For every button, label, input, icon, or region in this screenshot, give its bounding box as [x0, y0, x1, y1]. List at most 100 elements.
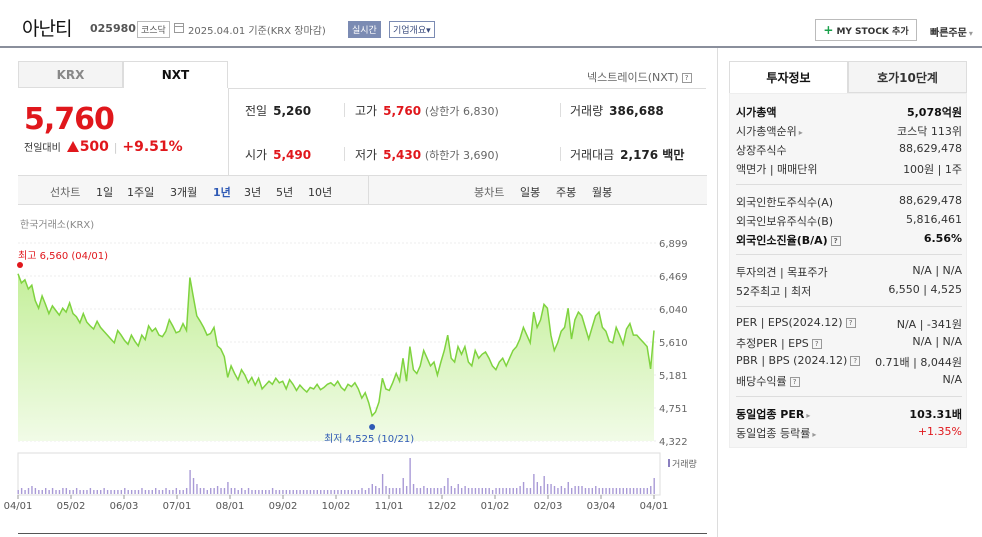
volume-bar: [182, 490, 184, 494]
volume-bar: [45, 488, 47, 494]
volume-bar: [216, 486, 219, 494]
volume-bar: [134, 490, 136, 494]
tab-nxt[interactable]: NXT: [123, 61, 228, 88]
invest-row: 배당수익률? N/A: [736, 373, 962, 389]
volume-bar: [595, 486, 597, 494]
volume-bar: [502, 488, 504, 494]
volume-bar: [234, 488, 236, 494]
volume-bar: [474, 488, 477, 494]
volume-bar: [196, 484, 198, 494]
tab-invest-info[interactable]: 투자정보: [729, 61, 848, 93]
volume-bar: [72, 490, 74, 494]
volume-bar: [354, 490, 356, 494]
volume-bar: [289, 490, 291, 494]
volume-bar: [519, 486, 521, 494]
period-1w[interactable]: 1주일: [127, 186, 155, 199]
volume-bar: [223, 488, 226, 494]
y-tick-label: 5,610: [659, 338, 688, 349]
volume-bar: [268, 490, 270, 494]
period-5y[interactable]: 5년: [276, 186, 294, 199]
volume-bar: [460, 488, 463, 494]
volume-bar: [333, 490, 336, 494]
candle-daily[interactable]: 일봉: [520, 186, 541, 199]
x-tick-label: 06/03: [110, 501, 139, 512]
help-icon[interactable]: ?: [850, 356, 861, 366]
chart-period-bar: 선차트 1일 1주일 3개월 1년 3년 5년 10년 봉차트 일봉 주봉 월봉: [18, 175, 707, 205]
volume-bar: [58, 490, 61, 494]
volume-bar: [433, 488, 435, 494]
volume-bar: [471, 488, 473, 494]
tab-krx[interactable]: KRX: [18, 61, 123, 88]
y-tick-label: 4,322: [659, 437, 688, 448]
invest-row: 액면가 | 매매단위 100원 | 1주: [736, 161, 962, 177]
volume-bar: [350, 490, 353, 494]
volume-bar: [227, 482, 229, 494]
invest-key[interactable]: 동일업종 등락률 ▸: [736, 427, 817, 440]
stock-code: 025980: [90, 22, 136, 35]
period-3m[interactable]: 3개월: [170, 186, 198, 199]
help-icon[interactable]: ?: [845, 318, 856, 328]
volume-bar: [498, 488, 501, 494]
volume-bar: [144, 490, 147, 494]
volume-bar: [591, 488, 594, 494]
candle-monthly[interactable]: 월봉: [592, 186, 613, 199]
invest-value: N/A | -341원: [896, 318, 962, 331]
divider: [18, 533, 707, 534]
help-icon[interactable]: ?: [811, 339, 822, 349]
tab-orderbook[interactable]: 호가10단계: [848, 61, 967, 93]
add-my-stock-button[interactable]: + MY STOCK 추가: [815, 19, 917, 41]
volume-bar: [409, 458, 411, 494]
realtime-button[interactable]: 실시간: [348, 21, 381, 38]
period-1d[interactable]: 1일: [96, 186, 114, 199]
period-10y[interactable]: 10년: [308, 186, 333, 199]
volume-bar: [467, 488, 470, 494]
candle-weekly[interactable]: 주봉: [556, 186, 577, 199]
plus-icon: +: [823, 23, 834, 37]
divider: [344, 147, 345, 161]
invest-row: 시가총액 5,078억원: [736, 104, 962, 120]
period-1y[interactable]: 1년: [213, 186, 231, 199]
add-my-stock-label: MY STOCK 추가: [836, 26, 909, 37]
volume-bar: [103, 488, 105, 494]
invest-row: 동일업종 PER ▸ 103.31배: [736, 406, 962, 422]
volume-bar: [361, 488, 363, 494]
invest-row: 외국인소진율(B/A)? 6.56%: [736, 232, 962, 248]
volume-bar: [357, 490, 360, 494]
volume-bar: [120, 490, 123, 494]
volume-bar: [399, 488, 401, 494]
invest-key[interactable]: 동일업종 PER ▸: [736, 408, 811, 421]
invest-key[interactable]: 시가총액순위 ▸: [736, 125, 803, 138]
volume-bar: [155, 488, 157, 494]
help-icon[interactable]: ?: [681, 73, 692, 83]
volume-bar: [347, 490, 349, 494]
nextrade-link[interactable]: 넥스트레이드(NXT)?: [587, 69, 692, 85]
volume-bar: [175, 488, 178, 494]
help-icon[interactable]: ?: [830, 236, 841, 246]
volume-bar: [412, 484, 415, 494]
prev-close-value: 5,260: [273, 104, 312, 118]
volume-bar: [168, 490, 171, 494]
volume-bar: [237, 490, 239, 494]
volume-bar: [240, 488, 243, 494]
volume-bar: [65, 488, 68, 494]
invest-value: 88,629,478: [899, 142, 962, 155]
chevron-right-icon: ▸: [812, 430, 817, 439]
stock-header: 아난티 025980 코스닥 2025.04.01 기준(KRX 장마감) 실시…: [0, 0, 982, 48]
volume-bar: [41, 490, 43, 494]
volume-bar: [206, 490, 208, 494]
volume-bar: [261, 490, 263, 494]
right-tabs: 투자정보 호가10단계: [729, 61, 967, 93]
period-3y[interactable]: 3년: [244, 186, 262, 199]
volume-bar: [364, 490, 367, 494]
quick-order-button[interactable]: 빠른주문 ▾: [930, 24, 973, 39]
volume-bar: [560, 486, 563, 494]
company-overview-button[interactable]: 기업개요▾: [389, 21, 435, 38]
upper-limit: (상한가 6,830): [424, 105, 499, 118]
invest-value: 88,629,478: [899, 194, 962, 207]
help-icon[interactable]: ?: [789, 377, 800, 387]
volume-bar: [533, 474, 535, 494]
candle-chart-label[interactable]: 봉차트: [474, 186, 505, 199]
volume-bar: [443, 486, 446, 494]
line-chart-label[interactable]: 선차트: [50, 186, 81, 199]
price-line: [17, 273, 655, 418]
